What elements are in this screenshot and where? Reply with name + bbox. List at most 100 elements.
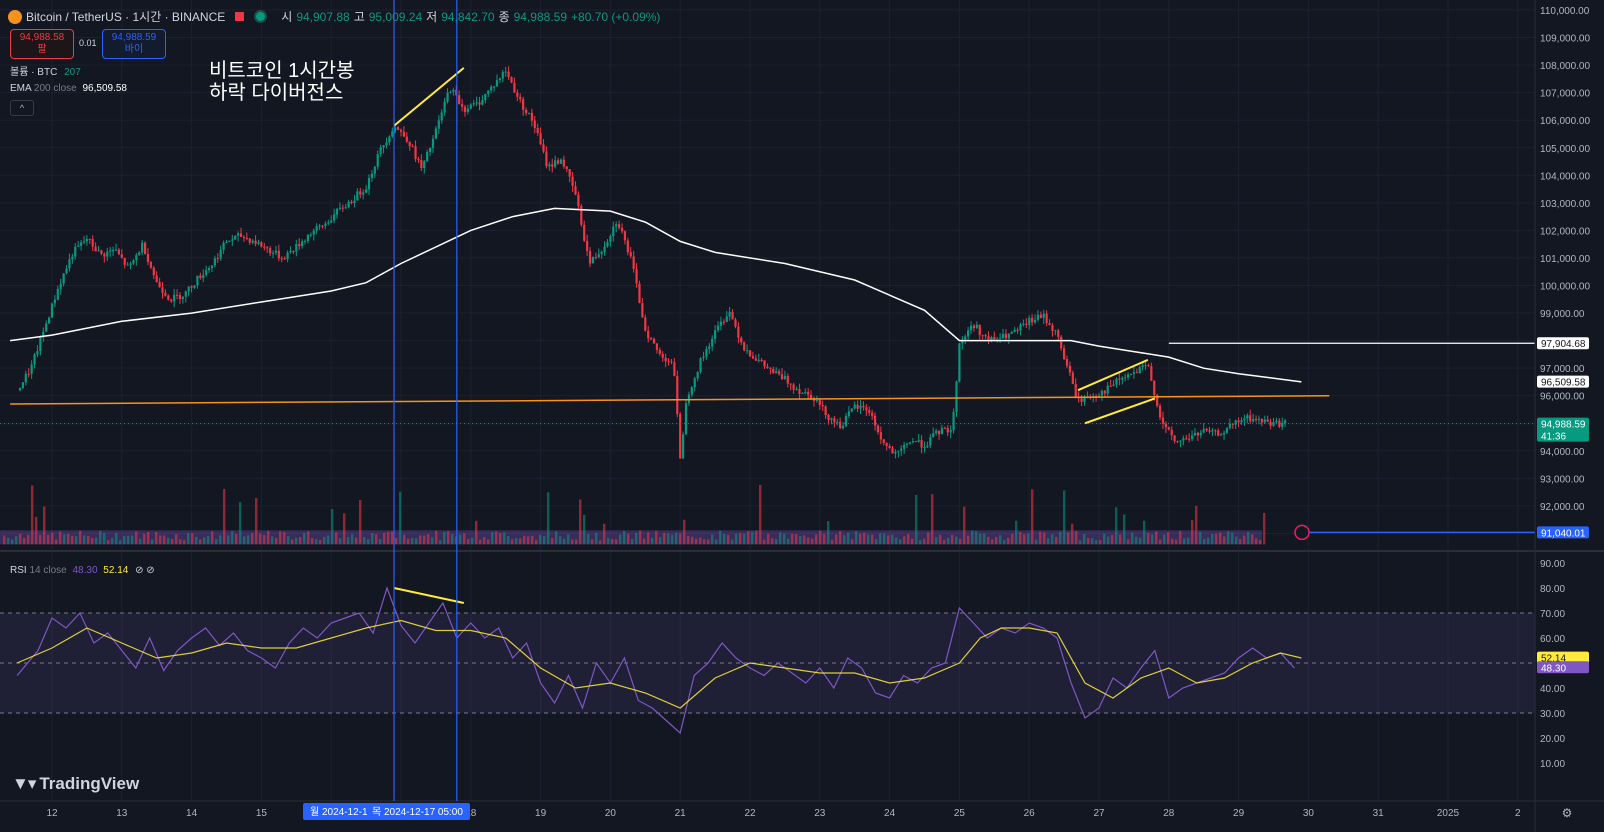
candle-body xyxy=(652,338,656,344)
tradingview-logo[interactable]: ▼▾ TradingView xyxy=(12,774,139,794)
ema-legend[interactable]: EMA 200 close 96,509.58 xyxy=(10,83,127,94)
candle-body xyxy=(871,412,874,416)
candle-body xyxy=(772,368,775,374)
hide-icon[interactable]: ⊘ xyxy=(146,565,155,576)
rsi-axis-tag-bg xyxy=(1537,661,1589,674)
candle-body xyxy=(306,234,310,242)
volume-bar xyxy=(71,535,74,545)
candle-body xyxy=(71,256,74,260)
candle-body xyxy=(190,286,193,288)
volume-bar xyxy=(1115,507,1118,545)
candle-body xyxy=(207,268,211,271)
volume-bar xyxy=(1047,538,1050,545)
candle-body xyxy=(274,250,278,253)
collapse-legend-button[interactable]: ^ xyxy=(10,100,34,116)
candle-body xyxy=(114,249,118,251)
candle-body xyxy=(312,230,315,235)
time-axis[interactable]: 1213141516171819202122232425262728293031… xyxy=(46,806,1572,820)
price-axis-tag-bg xyxy=(1537,337,1589,350)
volume-bar xyxy=(299,537,302,545)
candle-body xyxy=(1281,422,1284,427)
volume-bar xyxy=(503,532,506,545)
candle-body xyxy=(716,325,720,331)
candle-body xyxy=(530,112,533,121)
change-value: +80.70 (+0.09%) xyxy=(571,9,661,24)
price-axis-tag-countdown: 41:36 xyxy=(1541,432,1566,443)
price-tick-label: 97,000.00 xyxy=(1540,364,1585,375)
candle-body xyxy=(1132,372,1135,374)
volume-bar xyxy=(1259,540,1262,545)
annotation-text[interactable]: 비트코인 1시간봉 하락 다이버전스 xyxy=(209,60,354,104)
candle-body xyxy=(597,254,600,258)
candle-body xyxy=(1237,420,1240,423)
volume-bar xyxy=(867,534,870,545)
volume-bar xyxy=(499,532,502,545)
candle-body xyxy=(545,151,548,167)
candle-body xyxy=(309,234,312,236)
volume-bar xyxy=(1159,539,1162,545)
volume-bar xyxy=(931,494,934,545)
candle-body xyxy=(760,359,763,361)
candle-body xyxy=(50,303,54,318)
hide-icon[interactable]: ⊘ xyxy=(135,565,144,576)
volume-bar xyxy=(899,539,902,545)
candle-body xyxy=(1019,324,1022,331)
volume-bar xyxy=(727,535,730,545)
volume-bar xyxy=(1155,531,1158,545)
volume-bar xyxy=(1063,490,1066,545)
candle-body xyxy=(908,442,912,444)
volume-bar xyxy=(979,533,982,545)
volume-bar xyxy=(1123,514,1126,545)
candle-body xyxy=(559,159,563,164)
buy-button[interactable]: 94,988.59 바이 xyxy=(102,29,166,59)
candle-body xyxy=(367,177,371,190)
candle-body xyxy=(30,364,33,374)
candle-body xyxy=(879,432,882,440)
volume-bar xyxy=(731,539,734,545)
time-tick-label: 31 xyxy=(1373,808,1385,819)
volume-bar xyxy=(139,538,142,545)
candle-body xyxy=(882,439,885,443)
flag-icon[interactable] xyxy=(235,12,245,21)
volume-bar xyxy=(507,536,510,545)
volume-bar xyxy=(379,538,382,545)
candle-body xyxy=(556,160,560,164)
price-divergence-line xyxy=(393,67,465,127)
volume-bar xyxy=(739,533,742,545)
candle-body xyxy=(492,86,496,88)
volume-bar xyxy=(711,534,714,545)
candle-body xyxy=(187,286,190,292)
time-tick-label: 28 xyxy=(1163,808,1175,819)
symbol-title[interactable]: Bitcoin / TetherUS · 1시간 · BINANCE xyxy=(26,10,226,24)
volume-label: 볼륨 · BTC xyxy=(10,67,58,78)
volume-bar xyxy=(759,485,762,545)
time-tick-label: 22 xyxy=(744,808,756,819)
candle-body xyxy=(658,349,661,354)
candle-body xyxy=(1153,380,1156,395)
candle-body xyxy=(551,164,554,167)
candle-body xyxy=(193,285,196,288)
volume-bar xyxy=(1147,532,1150,545)
volume-bar xyxy=(547,492,550,545)
volume-bar xyxy=(819,530,822,545)
volume-bar xyxy=(715,539,718,545)
rsi-legend[interactable]: RSI 14 close 48.30 52.14 ⊘ ⊘ xyxy=(10,565,155,576)
volume-bar xyxy=(159,535,162,545)
candle-body xyxy=(365,189,368,193)
volume-bar xyxy=(723,534,726,545)
candle-body xyxy=(443,101,446,113)
volume-bar xyxy=(259,533,262,545)
volume-bar xyxy=(755,530,758,545)
candle-body xyxy=(472,103,475,105)
candle-body xyxy=(487,90,490,94)
sell-button[interactable]: 94,988.58 팔 xyxy=(10,29,74,59)
volume-legend[interactable]: 볼륨 · BTC 207 xyxy=(10,63,81,78)
volume-bar xyxy=(275,538,278,545)
candle-body xyxy=(999,337,1002,339)
candle-body xyxy=(626,240,629,253)
bitcoin-logo-icon xyxy=(8,9,22,24)
volume-bar xyxy=(1055,536,1058,545)
volume-bar xyxy=(967,535,970,545)
volume-bar xyxy=(207,535,210,545)
